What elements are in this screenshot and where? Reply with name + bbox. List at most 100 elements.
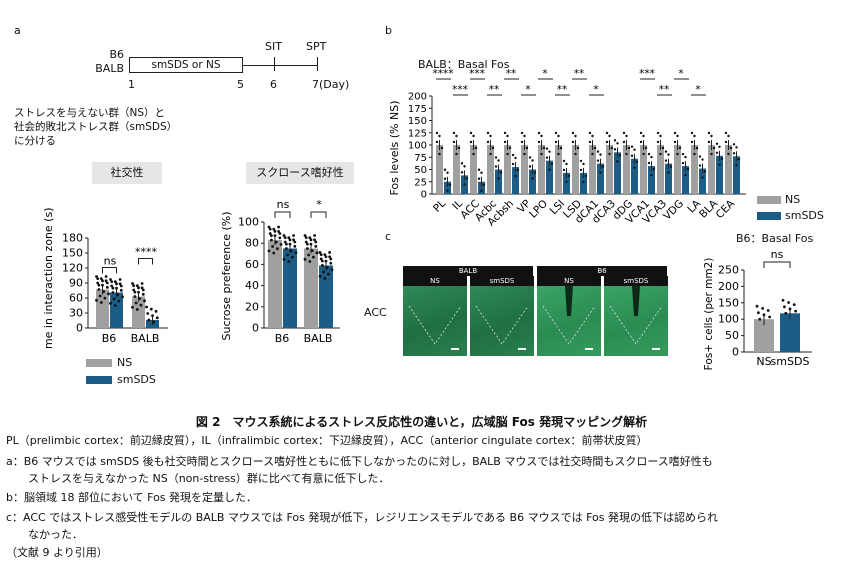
data-point	[514, 156, 517, 160]
bar-NS-CEA	[725, 145, 732, 194]
bar-NS-ACC	[470, 145, 477, 194]
bar-smSDS	[780, 313, 800, 352]
y-axis-title: Time in interaction zone (s)	[42, 208, 55, 350]
data-point	[276, 247, 279, 251]
data-point	[278, 236, 282, 240]
data-point	[282, 257, 286, 261]
data-point	[633, 166, 636, 169]
bar-NS-LPO	[538, 145, 545, 194]
data-point	[443, 177, 447, 180]
data-point	[656, 140, 660, 144]
data-point	[309, 238, 313, 242]
panel-c-letter: c	[385, 230, 392, 243]
data-point	[567, 174, 571, 178]
data-point	[288, 242, 292, 246]
data-point	[96, 281, 100, 285]
data-point	[520, 140, 524, 144]
caption-line-7: （文献 9 より引用）	[6, 546, 108, 559]
data-point	[324, 255, 328, 259]
y-tick-label: 0	[252, 322, 259, 335]
bar-smSDS-B6	[283, 248, 297, 328]
data-point	[511, 153, 515, 157]
data-point	[693, 134, 696, 138]
data-point	[101, 283, 104, 287]
sociability-chart: 0 30 60 90 120 150 180 Time in interaction zone…	[42, 208, 168, 350]
data-point	[766, 309, 770, 312]
data-point	[116, 293, 120, 297]
data-point	[497, 159, 500, 162]
data-point	[639, 140, 643, 144]
data-point	[610, 146, 614, 150]
data-point	[659, 152, 662, 156]
caption-line-5: c：ACC ではストレス感受性モデルの BALB マウスでは Fos 発現が低下…	[6, 511, 718, 524]
data-point	[135, 308, 139, 311]
data-point	[616, 160, 619, 163]
bar-smSDS-dCA3	[614, 152, 621, 194]
data-point	[540, 152, 543, 156]
bar-NS-LA	[691, 145, 698, 194]
bar-NS-Acbc	[487, 145, 494, 194]
data-point	[579, 159, 583, 163]
significance-label: ****	[135, 246, 158, 259]
y-tick-label: 30	[69, 307, 83, 320]
data-point	[528, 165, 532, 168]
data-point	[271, 245, 274, 248]
data-point	[469, 140, 473, 144]
data-point	[531, 177, 534, 180]
data-point	[137, 290, 140, 294]
data-point	[287, 236, 291, 240]
y-tick-label: 250	[718, 264, 739, 277]
bar-smSDS-dCA1	[597, 163, 604, 194]
x-tick-label: CEA	[714, 197, 738, 221]
data-point	[315, 251, 319, 255]
bar-NS-LSD	[572, 145, 579, 194]
y-tick-label: 80	[245, 237, 259, 250]
significance-bracket	[138, 258, 153, 265]
data-point	[307, 253, 310, 257]
micrograph-header	[403, 276, 467, 286]
data-point	[792, 303, 796, 307]
dashed-outline	[542, 286, 596, 350]
timeline-line	[242, 65, 318, 66]
description-line-2: 社会的敗北ストレス群（smSDS）	[14, 121, 178, 133]
x-tick-label: NS	[756, 355, 771, 368]
data-point	[277, 225, 280, 229]
data-point	[319, 253, 323, 257]
data-point	[642, 134, 645, 138]
data-point	[482, 183, 486, 186]
data-point	[304, 240, 308, 244]
y-tick-label: 150	[408, 116, 427, 127]
data-point	[787, 301, 790, 304]
data-point	[562, 159, 566, 163]
data-point	[710, 152, 713, 156]
data-point	[139, 303, 143, 307]
panel-c-title: B6：Basal Fos	[736, 232, 814, 245]
y-tick-label: 50	[725, 329, 739, 342]
data-point	[446, 189, 449, 192]
data-point	[647, 152, 651, 156]
data-point	[588, 131, 592, 135]
caption-line-2: a：B6 マウスでは smSDS 後も社交時間とスクロース嗜好性ともに低下しなか…	[6, 455, 713, 468]
data-point	[531, 159, 534, 162]
header-b6: B6	[537, 266, 667, 276]
data-point	[117, 299, 121, 303]
bar-smSDS-Acbc	[495, 169, 502, 194]
data-point	[314, 244, 318, 248]
data-point	[268, 232, 272, 235]
data-point	[565, 162, 568, 166]
significance-label: *	[542, 68, 547, 80]
data-point	[293, 240, 297, 244]
data-point	[727, 134, 730, 138]
data-point	[113, 304, 117, 307]
panel-b-title: BALB：Basal Fos	[418, 58, 510, 71]
data-point	[119, 284, 123, 288]
data-point	[303, 234, 307, 237]
data-point	[673, 131, 677, 135]
data-point	[270, 234, 273, 238]
data-point	[613, 139, 617, 142]
y-tick-label: 100	[238, 216, 259, 229]
y-tick-label: 60	[69, 292, 83, 305]
data-point	[321, 259, 324, 263]
data-point	[523, 134, 526, 138]
significance-label: **	[557, 84, 568, 96]
